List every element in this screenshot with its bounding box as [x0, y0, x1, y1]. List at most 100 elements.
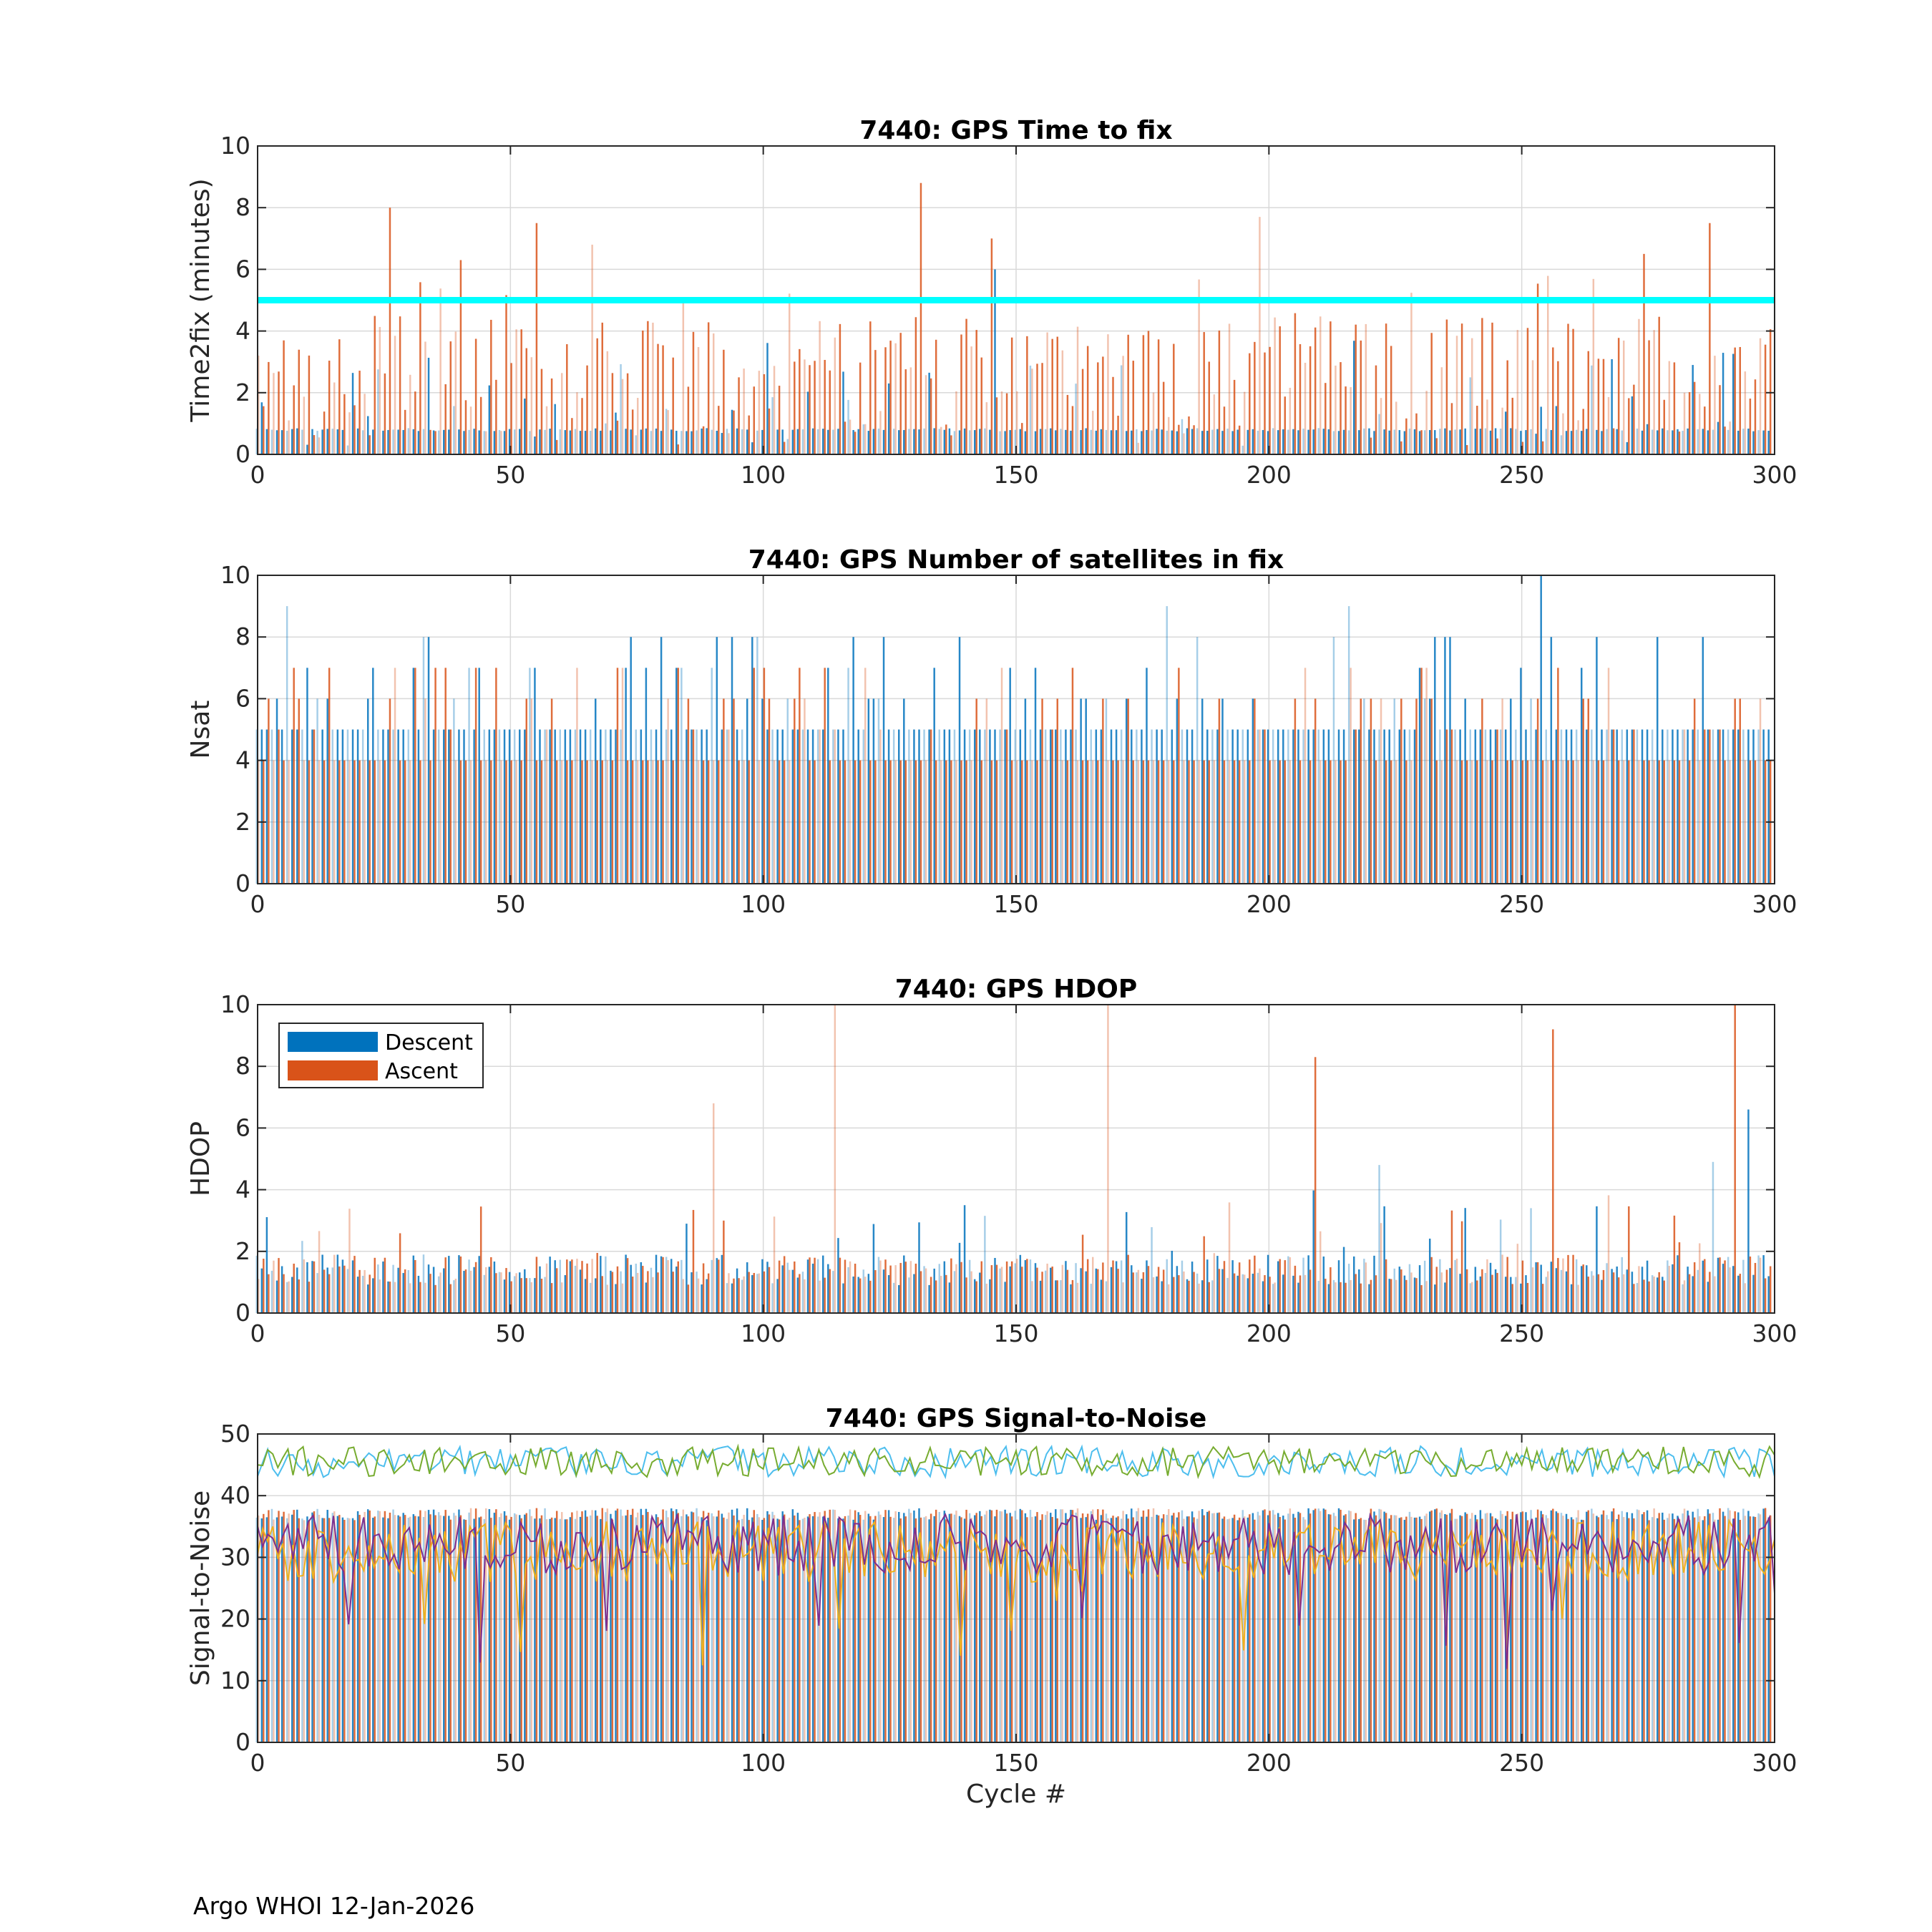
bar-descent	[1672, 1513, 1674, 1742]
bar-ascent	[874, 760, 877, 884]
bar-ascent	[677, 668, 680, 884]
bar-ascent	[889, 341, 892, 454]
bar-descent	[761, 1259, 763, 1313]
bar-ascent	[743, 369, 745, 454]
tick-label-x: 50	[495, 1749, 525, 1777]
bar-ascent	[748, 1520, 750, 1742]
bar-descent	[903, 1513, 905, 1742]
bar-descent	[1667, 729, 1669, 884]
bar-ascent	[444, 1510, 447, 1742]
bar-descent	[326, 429, 328, 454]
bar-ascent	[1289, 1257, 1292, 1313]
bar-descent	[650, 1267, 653, 1313]
bar-descent	[1282, 1516, 1284, 1742]
bar-ascent	[909, 367, 912, 454]
bar-ascent	[419, 1510, 421, 1742]
bar-ascent	[642, 760, 644, 884]
bar-descent	[696, 430, 698, 454]
bar-descent	[791, 729, 794, 884]
bar-ascent	[1658, 760, 1660, 884]
bar-ascent	[1506, 1257, 1508, 1313]
bar-ascent	[358, 1515, 361, 1742]
bar-ascent	[1526, 760, 1529, 884]
bar-descent	[872, 698, 875, 884]
bar-descent	[736, 1268, 738, 1313]
bar-descent	[903, 1255, 905, 1313]
bar-descent	[1378, 1508, 1380, 1742]
bar-descent	[1727, 429, 1729, 454]
bar-descent	[1060, 429, 1062, 454]
bar-ascent	[1142, 1272, 1145, 1313]
bar-ascent	[1071, 406, 1074, 454]
bar-ascent	[1289, 1508, 1292, 1742]
bar-descent	[701, 729, 703, 884]
bar-descent	[1075, 1263, 1077, 1313]
bar-descent	[660, 1519, 663, 1742]
bar-descent	[1747, 729, 1750, 884]
bar-ascent	[1430, 333, 1433, 454]
bar-descent	[1373, 729, 1375, 884]
bar-descent	[1742, 429, 1745, 454]
bar-descent	[786, 1519, 789, 1742]
bar-ascent	[1324, 383, 1327, 454]
bar-descent	[908, 1508, 910, 1742]
bar-ascent	[1653, 1276, 1655, 1313]
bar-ascent	[1218, 1269, 1221, 1313]
bar-ascent	[854, 1510, 857, 1742]
bar-descent	[746, 429, 748, 454]
tick-label-y: 30	[220, 1543, 250, 1571]
bar-descent	[686, 1514, 688, 1742]
bar-ascent	[566, 1259, 568, 1313]
bar-ascent	[652, 322, 654, 454]
bar-ascent	[1749, 1516, 1752, 1742]
bar-descent	[1368, 1518, 1370, 1742]
bar-descent	[1611, 1269, 1613, 1313]
bar-ascent	[1602, 1510, 1605, 1742]
bar-descent	[999, 1268, 1001, 1313]
bar-ascent	[1450, 1508, 1453, 1742]
bar-descent	[984, 1216, 986, 1313]
bar-ascent	[995, 1509, 998, 1742]
bar-descent	[1434, 1284, 1436, 1313]
bar-descent	[483, 1274, 485, 1313]
bar-descent	[650, 729, 653, 884]
bar-descent	[1555, 1268, 1558, 1313]
bar-descent	[994, 269, 996, 454]
bar-ascent	[1269, 346, 1271, 454]
bar-descent	[923, 729, 925, 884]
bar-descent	[1413, 729, 1416, 884]
bar-descent	[1428, 1511, 1431, 1742]
bar-ascent	[505, 1516, 507, 1742]
bar-descent	[544, 1277, 546, 1313]
bar-ascent	[1117, 1516, 1119, 1742]
bar-ascent	[1450, 403, 1453, 454]
bar-descent	[473, 729, 475, 884]
bar-ascent	[713, 1103, 715, 1313]
bar-ascent	[879, 1514, 882, 1742]
bar-descent	[1186, 428, 1189, 454]
bar-ascent	[844, 421, 847, 454]
bar-descent	[1095, 1519, 1098, 1742]
bar-ascent	[1041, 1514, 1043, 1742]
bar-descent	[711, 429, 713, 454]
bar-ascent	[323, 1269, 326, 1313]
bar-descent	[761, 1519, 763, 1742]
bar-descent	[1231, 431, 1234, 454]
bar-ascent	[1602, 358, 1605, 454]
bar-descent	[1004, 729, 1006, 884]
bar-ascent	[1638, 760, 1640, 884]
bar-descent	[771, 1511, 774, 1742]
bar-descent	[559, 1518, 561, 1742]
bar-descent	[1449, 1513, 1451, 1742]
bar-descent	[1393, 1515, 1395, 1742]
bar-ascent	[1147, 760, 1150, 884]
bar-ascent	[980, 1261, 983, 1313]
bar-ascent	[288, 420, 290, 454]
bar-ascent	[1168, 760, 1170, 884]
bar-descent	[503, 1279, 506, 1313]
bar-ascent	[1405, 1516, 1407, 1742]
bar-descent	[1166, 606, 1168, 884]
bar-ascent	[1198, 279, 1200, 454]
bar-ascent	[1086, 346, 1089, 454]
bar-ascent	[434, 1284, 436, 1313]
